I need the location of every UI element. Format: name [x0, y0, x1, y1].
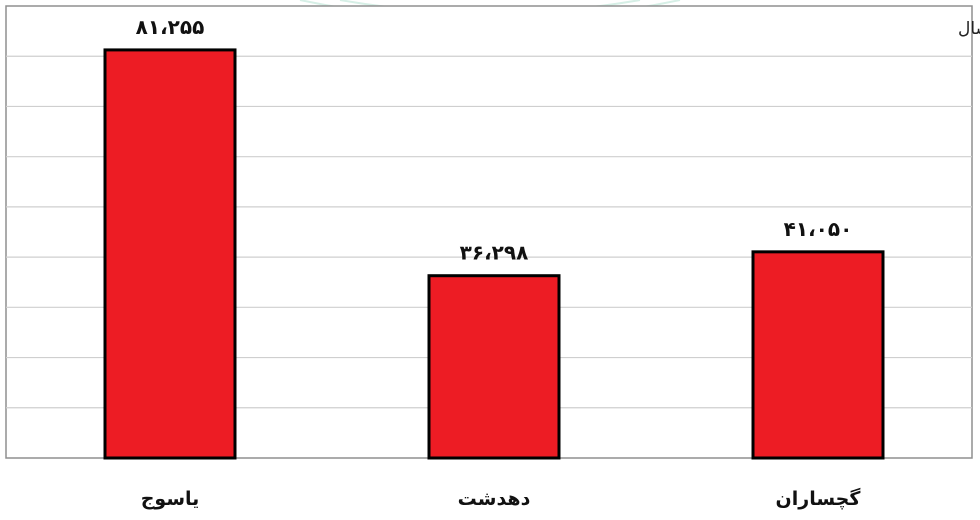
category-label: یاسوج [141, 488, 200, 510]
bar [103, 48, 237, 460]
unit-note: ارقام : هزار لیتر در سال [958, 19, 980, 39]
bar [427, 274, 561, 460]
category-label: گچساران [776, 487, 862, 510]
data-label: ۳۶،۲۹۸ [460, 241, 529, 265]
category-label: دهدشت [458, 488, 531, 510]
data-labels: ۸۱،۲۵۵ ۳۶،۲۹۸ ۴۱،۰۵۰ [136, 15, 853, 265]
category-labels: یاسوج دهدشت گچساران [141, 487, 862, 510]
data-label: ۸۱،۲۵۵ [136, 15, 205, 39]
bar [751, 250, 885, 460]
bars [103, 48, 885, 460]
data-label: ۴۱،۰۵۰ [784, 217, 853, 241]
